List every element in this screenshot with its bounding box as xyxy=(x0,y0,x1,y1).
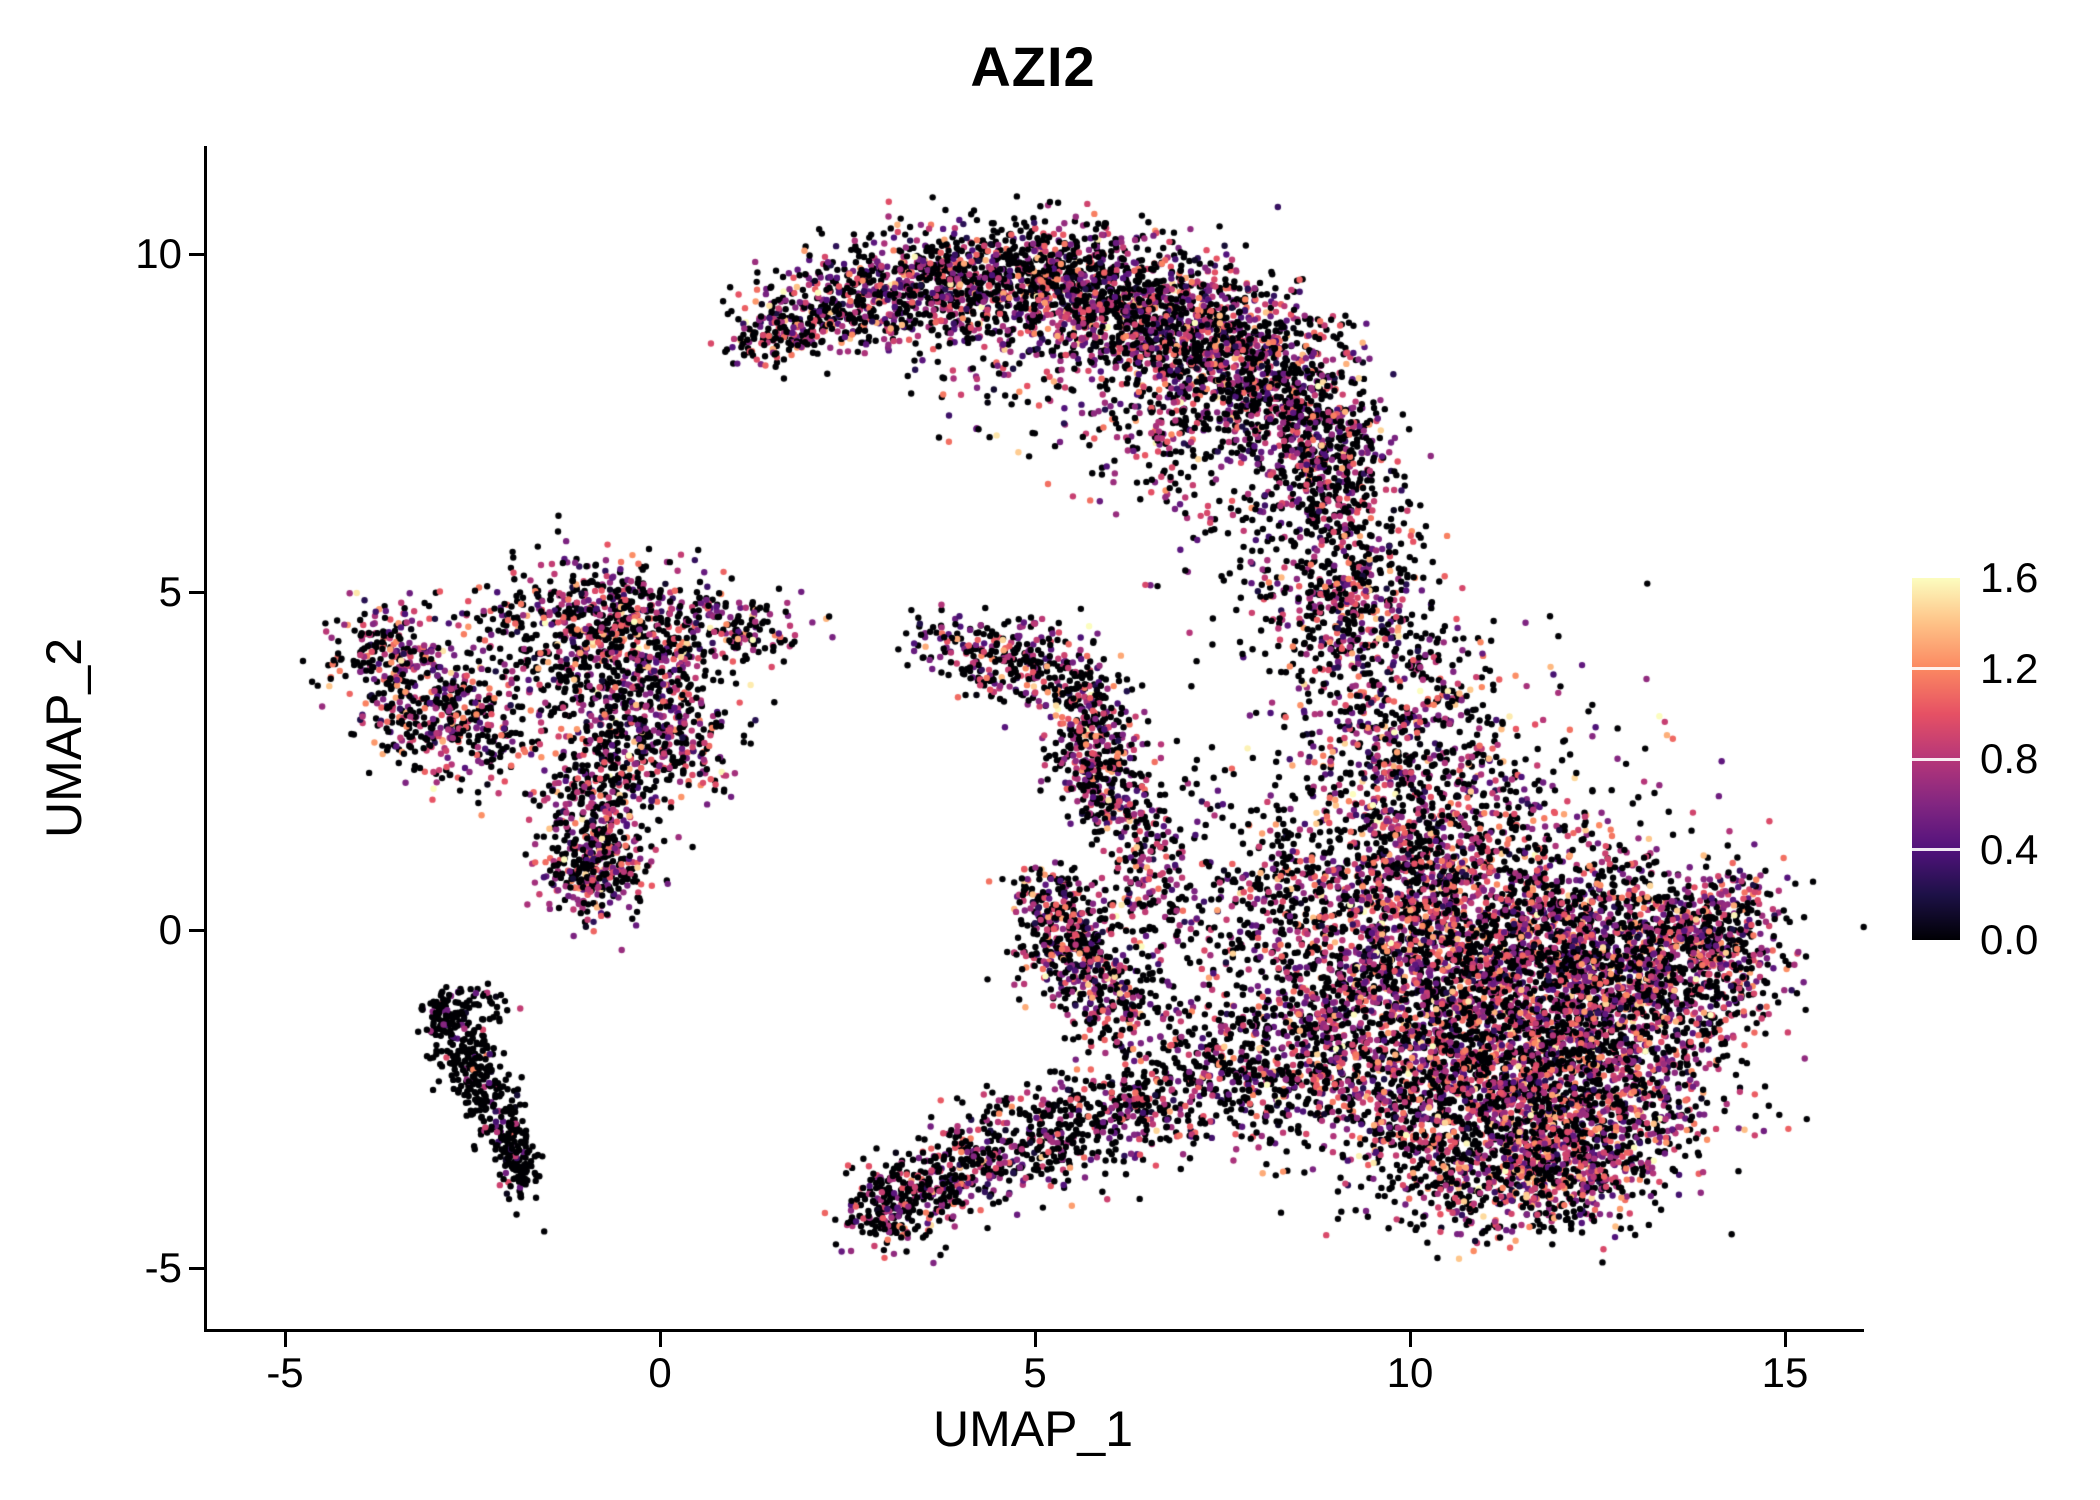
colorbar-tick-mark xyxy=(1912,848,1960,851)
colorbar-tick-label: 0.4 xyxy=(1980,825,2039,873)
x-tick-label: 5 xyxy=(1023,1349,1047,1396)
y-axis-label: UMAP_2 xyxy=(36,637,92,839)
x-tick-mark xyxy=(1783,1332,1787,1347)
y-tick-label: 0 xyxy=(158,906,182,953)
y-tick-mark xyxy=(189,928,204,932)
colorbar-tick-mark xyxy=(1912,667,1960,670)
x-tick-label: -5 xyxy=(266,1349,304,1396)
x-tick-mark xyxy=(658,1332,662,1347)
y-tick-mark xyxy=(189,252,204,256)
x-tick-label: 15 xyxy=(1761,1349,1809,1396)
colorbar-tick-label: 1.6 xyxy=(1980,554,2039,601)
y-tick-label: 5 xyxy=(158,568,182,615)
x-tick-mark xyxy=(1408,1332,1412,1347)
y-tick-label: 10 xyxy=(135,230,182,277)
x-axis-line xyxy=(204,1329,1864,1332)
colorbar-tick-mark xyxy=(1912,757,1960,761)
y-tick-label: -5 xyxy=(144,1244,182,1291)
x-tick-label: 0 xyxy=(648,1349,672,1396)
x-tick-mark xyxy=(1033,1332,1037,1347)
x-tick-mark xyxy=(283,1332,287,1347)
colorbar-tick-label: 0.0 xyxy=(1980,916,2039,963)
colorbar-tick-label: 0.8 xyxy=(1980,735,2039,782)
y-axis-line xyxy=(204,146,207,1332)
y-tick-mark xyxy=(189,1266,204,1270)
y-tick-mark xyxy=(189,590,204,594)
x-axis-label: UMAP_1 xyxy=(932,1401,1134,1457)
colorbar-tick-label: 1.2 xyxy=(1980,644,2039,692)
x-tick-label: 10 xyxy=(1386,1349,1434,1396)
